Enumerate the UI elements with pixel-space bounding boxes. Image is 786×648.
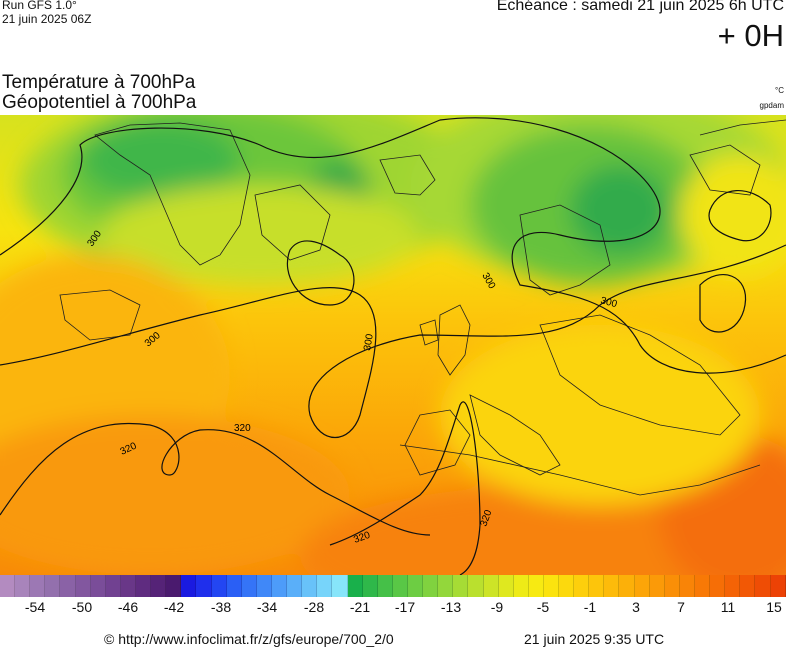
- temperature-shading: [0, 115, 786, 575]
- colorbar-swatch: [0, 575, 16, 597]
- source-credit: © http://www.infoclimat.fr/z/gfs/europe/…: [104, 631, 394, 647]
- colorbar-swatch: [725, 575, 741, 597]
- colorbar-swatch: [302, 575, 318, 597]
- colorbar-swatch: [589, 575, 605, 597]
- lead-time: + 0H: [717, 18, 784, 53]
- weather-map: 300 300 300 300 300 320 320 320 320: [0, 115, 786, 575]
- colorbar-tick-label: -28: [303, 599, 325, 615]
- contour-label: 320: [234, 423, 251, 434]
- colorbar-swatch: [271, 575, 288, 597]
- colorbar-swatch: [30, 575, 46, 597]
- colorbar-swatch: [211, 575, 227, 597]
- colorbar-tick-label: -13: [440, 599, 462, 615]
- colorbar-swatch: [60, 575, 76, 597]
- colorbar-swatch: [241, 575, 257, 597]
- colorbar-tick-label: -34: [256, 599, 278, 615]
- colorbar-swatch: [604, 575, 620, 597]
- colorbar-swatch: [317, 575, 333, 597]
- colorbar-swatch: [256, 575, 272, 597]
- colorbar-swatch: [755, 575, 771, 597]
- colorbar-swatch: [347, 575, 363, 597]
- colorbar-swatch: [679, 575, 696, 597]
- colorbar-swatch: [770, 575, 786, 597]
- colorbar-tick-label: -5: [536, 599, 550, 615]
- colorbar-swatch: [543, 575, 560, 597]
- colorbar-swatch: [649, 575, 665, 597]
- geopotential-contours: [0, 117, 786, 575]
- colorbar-swatch: [196, 575, 212, 597]
- colorbar-tick-label: -17: [394, 599, 416, 615]
- colorbar-swatch: [574, 575, 590, 597]
- colorbar-swatch: [90, 575, 106, 597]
- colorbar-tick-label: -9: [490, 599, 504, 615]
- colorbar-swatch: [453, 575, 469, 597]
- colorbar-tick-label: -54: [24, 599, 46, 615]
- colorbar-swatch: [226, 575, 242, 597]
- coastlines: [59, 119, 786, 496]
- run-label: Run GFS 1.0°: [2, 0, 77, 12]
- temperature-colorbar: [0, 575, 786, 597]
- colorbar-swatch: [166, 575, 182, 597]
- unit-geopotential: gpdam: [759, 101, 784, 110]
- colorbar-swatch: [151, 575, 167, 597]
- contour-label: 300: [599, 295, 618, 310]
- unit-temperature: °C: [775, 86, 784, 95]
- title-temperature: Température à 700hPa: [2, 72, 196, 93]
- colorbar-tick-label: 7: [677, 599, 685, 615]
- colorbar-swatch: [332, 575, 348, 597]
- colorbar-swatch: [45, 575, 61, 597]
- colorbar-swatch: [634, 575, 650, 597]
- colorbar-tick-label: -42: [163, 599, 185, 615]
- colorbar-tick-label: -46: [117, 599, 139, 615]
- colorbar-tick-label: 11: [720, 599, 736, 615]
- colorbar-tick-label: -21: [349, 599, 371, 615]
- colorbar-swatch: [619, 575, 635, 597]
- colorbar-tick-label: -38: [210, 599, 232, 615]
- colorbar-swatch: [710, 575, 726, 597]
- colorbar-swatch: [105, 575, 121, 597]
- colorbar-swatch: [362, 575, 378, 597]
- colorbar-swatch: [528, 575, 544, 597]
- colorbar-swatch: [377, 575, 393, 597]
- colorbar-swatch: [740, 575, 756, 597]
- colorbar-swatch: [15, 575, 31, 597]
- colorbar-swatch: [468, 575, 484, 597]
- colorbar-swatch: [181, 575, 197, 597]
- colorbar-swatch: [75, 575, 91, 597]
- colorbar-swatch: [392, 575, 408, 597]
- forecast-valid-time: Echéance : samedi 21 juin 2025 6h UTC: [496, 0, 784, 14]
- colorbar-swatch: [423, 575, 439, 597]
- colorbar-ticks: -54 -50 -46 -42 -38 -34 -28 -21 -17 -13 -9 -5 -1 3 7 11…: [0, 599, 786, 617]
- colorbar-tick-label: 3: [632, 599, 640, 615]
- colorbar-tick-label: -50: [71, 599, 93, 615]
- colorbar-swatch: [438, 575, 454, 597]
- colorbar-swatch: [664, 575, 680, 597]
- generation-timestamp: 21 juin 2025 9:35 UTC: [524, 631, 665, 647]
- colorbar-swatch: [513, 575, 529, 597]
- colorbar-swatch: [498, 575, 514, 597]
- colorbar-swatch: [407, 575, 424, 597]
- colorbar-swatch: [559, 575, 575, 597]
- title-geopotential: Géopotentiel à 700hPa: [2, 92, 197, 113]
- colorbar-swatch: [120, 575, 136, 597]
- colorbar-swatch: [483, 575, 499, 597]
- colorbar-swatch: [135, 575, 152, 597]
- contour-label: 300: [362, 333, 376, 352]
- run-date: 21 juin 2025 06Z: [2, 12, 92, 26]
- colorbar-tick-label: -1: [583, 599, 597, 615]
- colorbar-swatch: [287, 575, 303, 597]
- colorbar-tick-label: 15: [766, 599, 782, 615]
- colorbar-swatch: [695, 575, 711, 597]
